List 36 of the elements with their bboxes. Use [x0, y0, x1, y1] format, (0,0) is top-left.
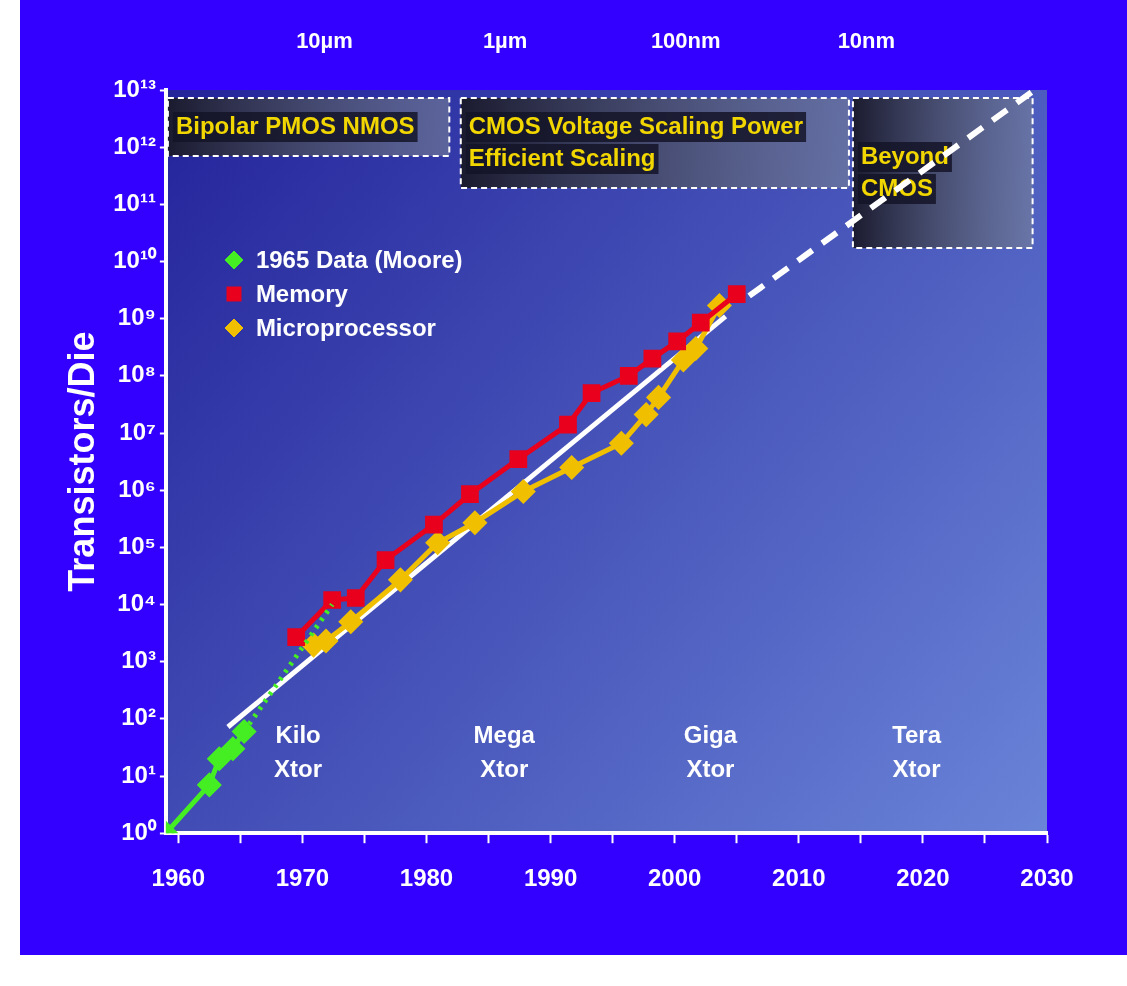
text: 10nm — [837, 28, 896, 54]
annotation: Mega Xtor — [473, 720, 536, 782]
x-tick-label: 2010 — [772, 864, 826, 892]
x-tick-label: 2030 — [1020, 864, 1074, 892]
y-tick-label: 10⁶ — [118, 474, 156, 502]
legend-label: Memory — [255, 280, 348, 308]
y-tick-label: 10⁸ — [117, 360, 156, 388]
y-tick-label: 10² — [121, 703, 156, 731]
annotation: Giga Xtor — [683, 720, 738, 782]
y-tick-label: 10¹⁰ — [113, 246, 157, 274]
y-tick-label: 10⁴ — [117, 589, 156, 617]
x-tick-label: 2000 — [648, 864, 702, 892]
y-axis-title: Transistors/Die — [60, 331, 102, 592]
x-tick-label: 2020 — [896, 864, 950, 892]
x-tick-label: 1990 — [523, 864, 578, 892]
text: 1µm — [482, 28, 528, 54]
annotation: Tera Xtor — [892, 720, 942, 782]
y-tick-label: 10¹¹ — [113, 188, 156, 216]
text: 10µm — [296, 28, 353, 54]
annotation: Kilo Xtor — [274, 720, 323, 782]
legend-label: Microprocessor — [255, 314, 436, 342]
y-tick-label: 10⁰ — [121, 817, 157, 845]
x-tick-label: 1980 — [399, 864, 454, 892]
y-tick-label: 10¹² — [113, 131, 156, 159]
x-tick-label: 1960 — [151, 864, 205, 892]
y-tick-label: 10⁷ — [119, 417, 156, 445]
band-label: Bipolar PMOS NMOS — [175, 111, 415, 139]
band-label: CMOS Voltage Scaling Power Efficient Scaling — [468, 111, 804, 171]
y-tick-label: 10¹³ — [113, 74, 156, 102]
x-tick-label: 1970 — [275, 864, 330, 892]
y-tick-label: 10⁹ — [117, 303, 156, 331]
y-tick-label: 10⁵ — [117, 531, 156, 559]
legend-label: 1965 Data (Moore) — [255, 246, 463, 274]
text: 100nm — [650, 28, 721, 54]
y-tick-label: 10³ — [121, 646, 156, 674]
y-tick-label: 10¹ — [121, 760, 156, 788]
